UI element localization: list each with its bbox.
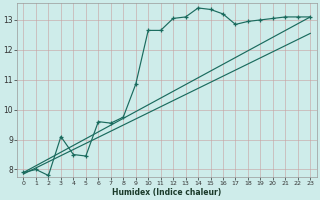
X-axis label: Humidex (Indice chaleur): Humidex (Indice chaleur) [112, 188, 221, 197]
